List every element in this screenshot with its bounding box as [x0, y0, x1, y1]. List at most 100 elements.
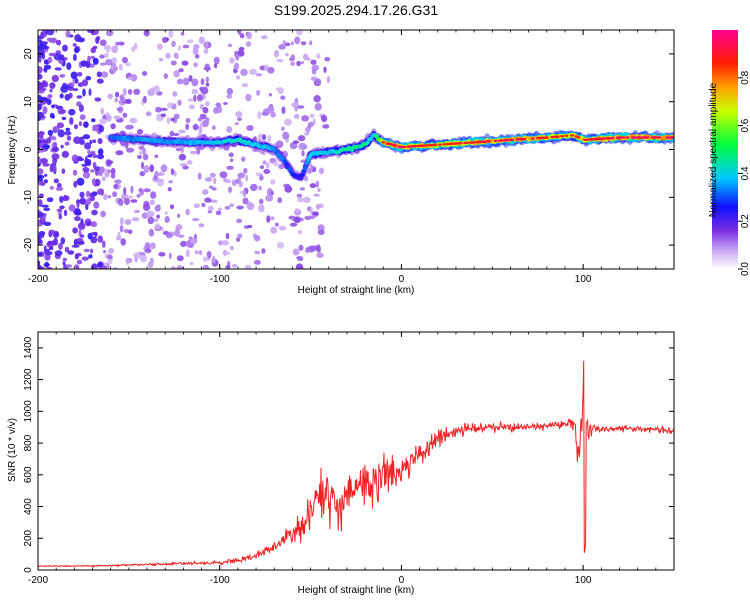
spectrogram-noise-blob — [111, 45, 119, 54]
spectrogram-noise-blob — [235, 53, 240, 61]
spectrogram-noise-blob — [103, 193, 108, 201]
spectrogram-noise-blob — [119, 225, 124, 233]
spectrogram-noise-blob — [226, 165, 234, 170]
x-tick-label: -200 — [28, 575, 48, 586]
spectrogram-noise-blob — [293, 113, 300, 119]
spectrogram-noise-blob — [278, 226, 287, 231]
spectrogram-noise-blob — [142, 95, 147, 104]
spectrogram-noise-blob — [226, 87, 233, 96]
snr-xlabel: Height of straight line (km) — [298, 585, 415, 596]
spectrogram-noise-blob — [164, 211, 168, 216]
y-tick-label: -10 — [23, 190, 34, 205]
spectrogram-noise-blob — [72, 88, 79, 92]
spectrogram-noise-blob — [105, 112, 110, 118]
spectrogram-noise-blob — [188, 75, 193, 82]
y-tick-label: 1400 — [23, 336, 34, 359]
spectrogram-noise-blob — [38, 157, 42, 164]
spectrogram-noise-blob — [85, 202, 89, 211]
spectrogram-noise-blob — [181, 60, 189, 66]
spectrogram-noise-blob — [51, 104, 55, 109]
spectrogram-noise-blob — [76, 259, 83, 265]
spectrogram-noise-blob — [265, 162, 270, 169]
spectrogram-noise-blob — [292, 140, 300, 144]
spectrogram-noise-blob — [221, 240, 229, 246]
spectrogram-ridge-peak — [544, 136, 549, 139]
spectrogram-noise-blob — [285, 52, 289, 57]
spectrogram-noise-blob — [68, 204, 76, 212]
spectrogram-noise-blob — [78, 121, 82, 127]
spectrogram-noise-blob — [289, 222, 298, 227]
spectrogram-noise-blob — [326, 76, 331, 84]
y-tick-label: 0 — [23, 567, 34, 573]
spectrogram-noise-blob — [88, 254, 93, 259]
spectrogram-ridge-peak — [393, 144, 398, 147]
spectrogram-noise-blob — [110, 64, 118, 71]
x-tick-label: -100 — [210, 575, 230, 586]
spectrogram-noise-blob — [58, 214, 62, 220]
spectrogram-noise-blob — [292, 248, 300, 256]
spectrogram-noise-blob — [114, 179, 122, 184]
spectrogram-noise-blob — [120, 238, 126, 246]
spectrogram-noise-blob — [245, 41, 252, 47]
spectrogram-noise-blob — [168, 180, 174, 184]
spectrogram-noise-blob — [87, 149, 91, 155]
spectrogram-noise-blob — [227, 186, 233, 193]
spectrogram-noise-blob — [284, 118, 292, 126]
spectrogram-noise-blob — [85, 76, 92, 81]
spectrogram-noise-blob — [125, 98, 132, 105]
spectrogram-noise-blob — [107, 255, 113, 260]
spectrogram-noise-blob — [77, 222, 86, 230]
spectrogram-noise-blob — [293, 216, 301, 224]
spectrogram-noise-blob — [42, 106, 48, 115]
spectrogram-noise-blob — [282, 40, 286, 47]
spectrogram-noise-blob — [127, 89, 133, 95]
spectrogram-noise-blob — [145, 248, 152, 254]
spectrogram-noise-blob — [98, 125, 105, 133]
spectrogram-ridge-peak — [442, 143, 447, 146]
spectrogram-noise-blob — [297, 135, 306, 142]
spectrogram-noise-blob — [61, 168, 66, 174]
spectrogram-ridge-peak — [555, 135, 560, 138]
spectrogram-noise-blob — [133, 252, 141, 259]
spectrogram-noise-blob — [180, 31, 185, 36]
spectrogram-noise-blob — [200, 78, 205, 86]
spectrogram-noise-blob — [61, 150, 69, 158]
spectrogram-noise-blob — [176, 255, 184, 262]
y-tick-label: 1000 — [23, 400, 34, 423]
spectrogram-ridge-peak — [412, 145, 417, 148]
spectrogram-noise-blob — [107, 195, 112, 199]
spectrogram-ridge-peak — [530, 137, 535, 140]
spectrogram-noise-blob — [254, 250, 261, 255]
spectrogram-noise-blob — [122, 56, 128, 64]
spectrogram-noise-blob — [222, 102, 228, 105]
spectrogram-noise-blob — [113, 266, 118, 269]
spectrogram-noise-blob — [76, 156, 83, 161]
spectrogram-noise-blob — [156, 43, 163, 50]
spectrogram-noise-blob — [215, 102, 221, 108]
spectrogram-noise-blob — [114, 97, 118, 103]
spectrogram-noise-blob — [41, 80, 47, 87]
colorbar: 0.0 0.2 0.4 0.6 0.8 Normalized spectral ampl… — [708, 30, 750, 276]
y-tick-label: 800 — [23, 434, 34, 451]
x-tick-label: -100 — [210, 274, 230, 285]
spectrogram-ridge-core — [304, 161, 310, 165]
colorbar-tick-label: 0.6 — [740, 118, 750, 132]
spectrogram-noise-blob — [213, 177, 217, 185]
spectrogram-noise-blob — [170, 117, 175, 122]
spectrogram-noise-blob — [245, 93, 252, 102]
spectrogram-noise-blob — [142, 71, 148, 76]
spectrogram-noise-blob — [49, 165, 54, 173]
spectrogram-noise-blob — [261, 111, 269, 116]
spectrogram-ridge-peak — [504, 139, 509, 142]
spectrogram-noise-blob — [177, 234, 185, 238]
spectrogram-noise-blob — [108, 247, 115, 254]
spectrogram-noise-blob — [127, 229, 133, 235]
spectrogram-ridge-peak — [424, 144, 429, 147]
spectrogram-noise-blob — [261, 248, 266, 254]
spectrogram-noise-blob — [79, 114, 86, 120]
spectrogram-noise-blob — [65, 264, 73, 268]
spectrogram-noise-blob — [303, 196, 311, 203]
spectrogram-noise-blob — [211, 187, 217, 191]
spectrogram-noise-blob — [58, 242, 63, 250]
